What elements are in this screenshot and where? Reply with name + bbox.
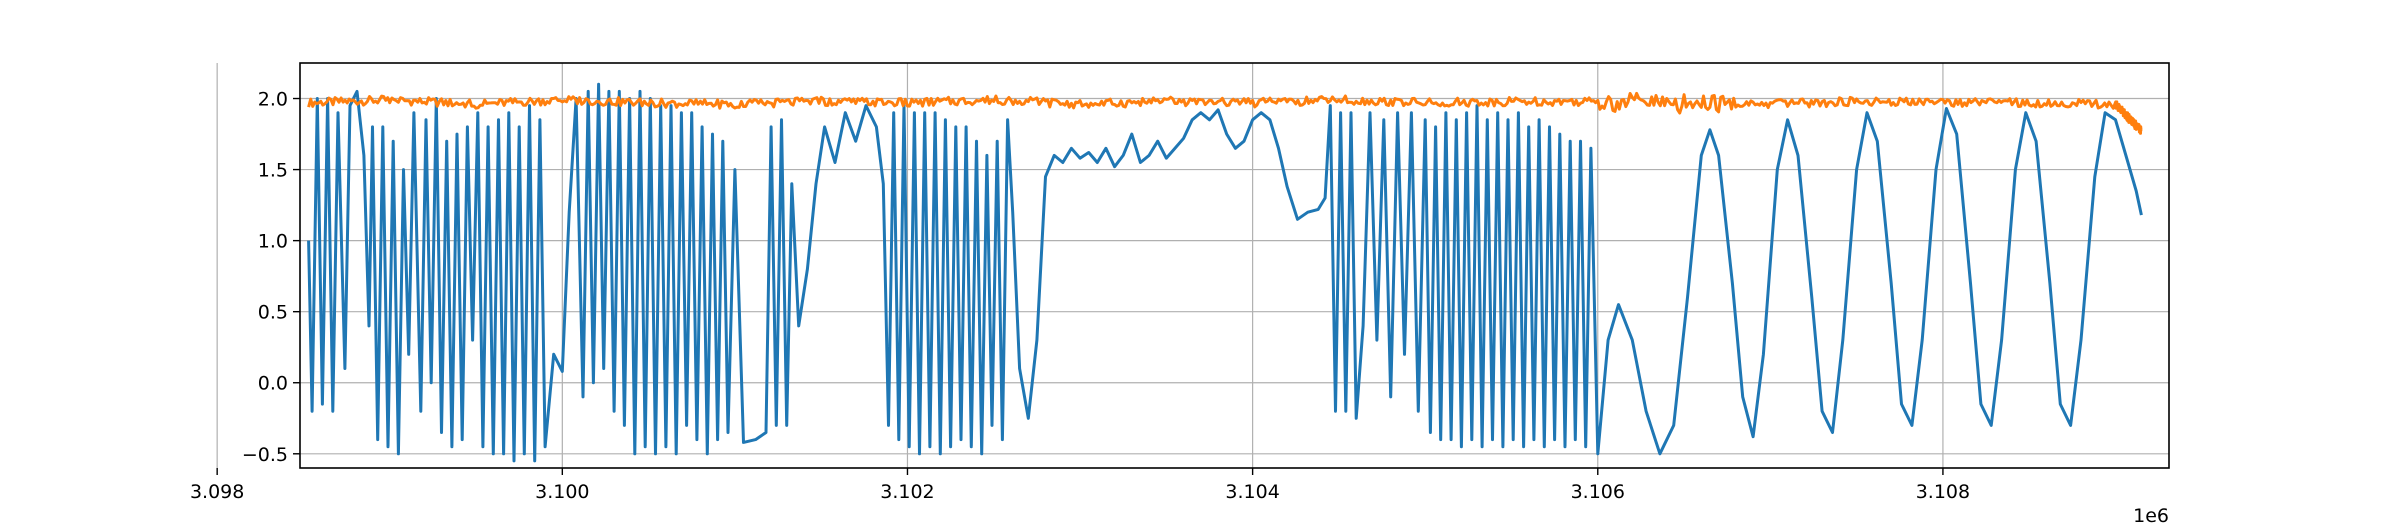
plot-frame [299,62,2170,469]
x-tick-label: 3.106 [1571,481,1625,503]
y-tick-label: 0.0 [258,373,288,395]
y-tick-label: 0.5 [258,302,288,324]
series-group [307,82,2143,463]
x-tick-label: 3.098 [190,481,244,503]
axis-ticks: 3.098 3.100 3.102 3.104 3.106 3.108 −0.5 0.0 0.5… [190,89,1970,503]
x-tick-label: 3.104 [1225,481,1279,503]
x-tick-label: 3.108 [1916,481,1970,503]
series-line-1 [307,82,2143,463]
x-axis-offset-label: 1e6 [2133,505,2169,525]
y-tick-label: −0.5 [242,444,288,466]
x-tick-label: 3.100 [535,481,589,503]
y-tick-label: 1.5 [258,160,288,182]
x-tick-label: 3.102 [880,481,934,503]
series-line-2 [307,91,2143,135]
y-tick-label: 2.0 [258,89,288,111]
y-tick-label: 1.0 [258,231,288,253]
